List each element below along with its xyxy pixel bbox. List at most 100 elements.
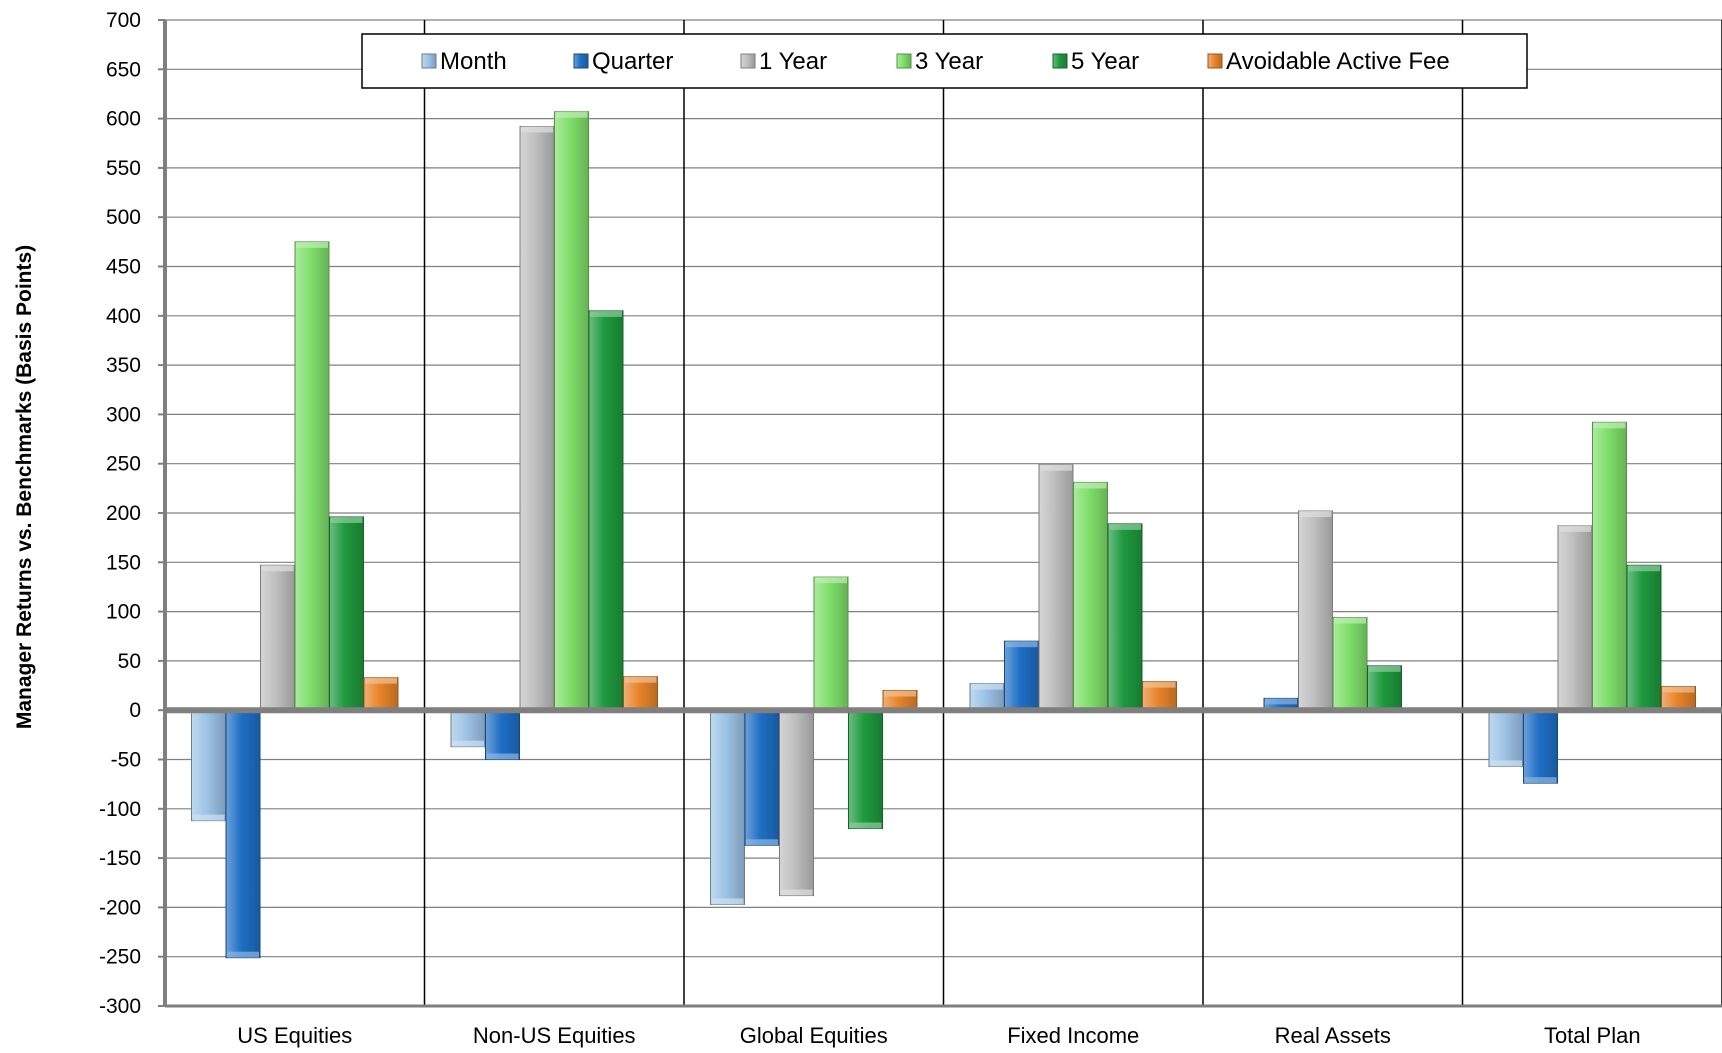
y-tick-label: -100: [99, 798, 141, 821]
y-tick-label: 650: [106, 58, 141, 81]
y-tick-label: 0: [129, 699, 141, 722]
y-axis-label: Manager Returns vs. Benchmarks (Basis Po…: [13, 245, 36, 729]
y-tick-label: -50: [111, 749, 141, 772]
bar-bevel: [261, 565, 294, 572]
bar-month: [1488, 709, 1524, 767]
bar-3-year: [813, 576, 849, 711]
bar-bevel: [815, 577, 847, 584]
bar-bevel: [711, 898, 744, 905]
category-separators: [423, 20, 1722, 1006]
bar-bevel: [1299, 511, 1332, 518]
y-tick-label: 250: [106, 453, 141, 476]
legend-swatch: [573, 53, 589, 69]
bar-bevel: [192, 814, 225, 821]
legend-label: Avoidable Active Fee: [1226, 48, 1450, 75]
bar-3-year: [554, 111, 589, 711]
bar-bevel: [1265, 698, 1297, 705]
bar-bevel: [521, 126, 553, 133]
bar-quarter: [485, 709, 520, 761]
bar-1-year: [1298, 510, 1333, 711]
bar-bevel: [780, 889, 813, 896]
bar-quarter: [225, 709, 261, 959]
bar-bevel: [746, 839, 778, 846]
bar-1-year: [519, 125, 555, 711]
bar-bevel: [1109, 523, 1141, 530]
bar-quarter: [1523, 709, 1558, 784]
y-tick-label: 50: [118, 650, 141, 673]
axes: [158, 19, 1722, 1008]
bar-bevel: [624, 676, 657, 683]
bar-bevel: [227, 951, 259, 958]
bar-month: [191, 709, 226, 822]
bar-bevel: [1040, 464, 1072, 471]
legend-label: Month: [440, 48, 507, 75]
legend-box: [361, 33, 1528, 89]
bar-quarter: [1004, 640, 1039, 711]
bar-bevel: [1524, 777, 1557, 784]
y-tick-label: 200: [106, 502, 141, 525]
bar-1-year: [1038, 464, 1074, 711]
bar-3-year: [1332, 617, 1368, 711]
bar-bevel: [486, 753, 519, 760]
category-label: Real Assets: [1275, 1023, 1391, 1048]
bar-bevel: [1559, 525, 1591, 532]
bar-bevel: [296, 241, 328, 248]
legend-swatch: [1052, 53, 1068, 69]
bar-bevel: [365, 677, 397, 684]
bar-bevel: [884, 690, 916, 697]
bar-1-year: [779, 709, 814, 897]
legend-swatch: [740, 53, 756, 69]
bar-bevel: [1490, 760, 1522, 767]
y-tick-label: 550: [106, 157, 141, 180]
legend-label: 5 Year: [1071, 48, 1139, 75]
legend-swatch: [896, 53, 912, 69]
bar-bevel: [452, 740, 484, 747]
bar-bevel: [849, 822, 882, 829]
legend-label: 1 Year: [759, 48, 827, 75]
bar-5-year: [1107, 523, 1143, 711]
y-tick-label: 500: [106, 206, 141, 229]
y-tick-label: 100: [106, 601, 141, 624]
y-tick-label: 450: [106, 256, 141, 279]
bar-bevel: [1074, 482, 1107, 489]
y-tick-labels: 7006506005505004504003503002502001501005…: [99, 9, 141, 1018]
bar-bevel: [1628, 565, 1660, 572]
y-tick-label: 600: [106, 108, 141, 131]
bar-bevel: [1143, 681, 1176, 688]
x-category-labels: US Equities Non-US Equities Global Equitie…: [237, 1023, 1640, 1048]
legend: Month Quarter 1 Year 3 Year 5 Year Avoidable …: [361, 33, 1528, 89]
bar-bevel: [1593, 422, 1626, 429]
y-tick-label: 300: [106, 403, 141, 426]
bar-3-year: [294, 241, 330, 711]
bar-bevel: [1662, 686, 1695, 693]
y-tick-label: -250: [99, 946, 141, 969]
category-label: Non-US Equities: [473, 1023, 636, 1048]
bar-1-year: [260, 564, 295, 711]
category-label: Total Plan: [1544, 1023, 1641, 1048]
bar-5-year: [329, 516, 364, 711]
y-tick-label: -200: [99, 896, 141, 919]
y-tick-label: 700: [106, 9, 141, 32]
y-tick-label: 350: [106, 354, 141, 377]
bar-bevel: [330, 516, 363, 523]
bar-1-year: [1557, 525, 1593, 711]
bar-month: [710, 709, 745, 905]
bar-3-year: [1592, 421, 1627, 711]
bar-quarter: [744, 709, 780, 846]
category-label: Fixed Income: [1007, 1023, 1139, 1048]
y-tick-label: 400: [106, 305, 141, 328]
y-tick-label: 150: [106, 551, 141, 574]
bars: [191, 111, 1696, 959]
bar-bevel: [555, 111, 588, 118]
bar-bevel: [590, 310, 622, 317]
bar-5-year: [1367, 665, 1402, 711]
bar-bevel: [1334, 617, 1366, 624]
category-label: Global Equities: [740, 1023, 888, 1048]
bar-bevel: [971, 683, 1003, 690]
legend-swatch: [421, 53, 437, 69]
bar-5-year: [848, 709, 883, 830]
bar-3-year: [1073, 481, 1108, 711]
category-label: US Equities: [237, 1023, 352, 1048]
y-tick-label: -150: [99, 847, 141, 870]
